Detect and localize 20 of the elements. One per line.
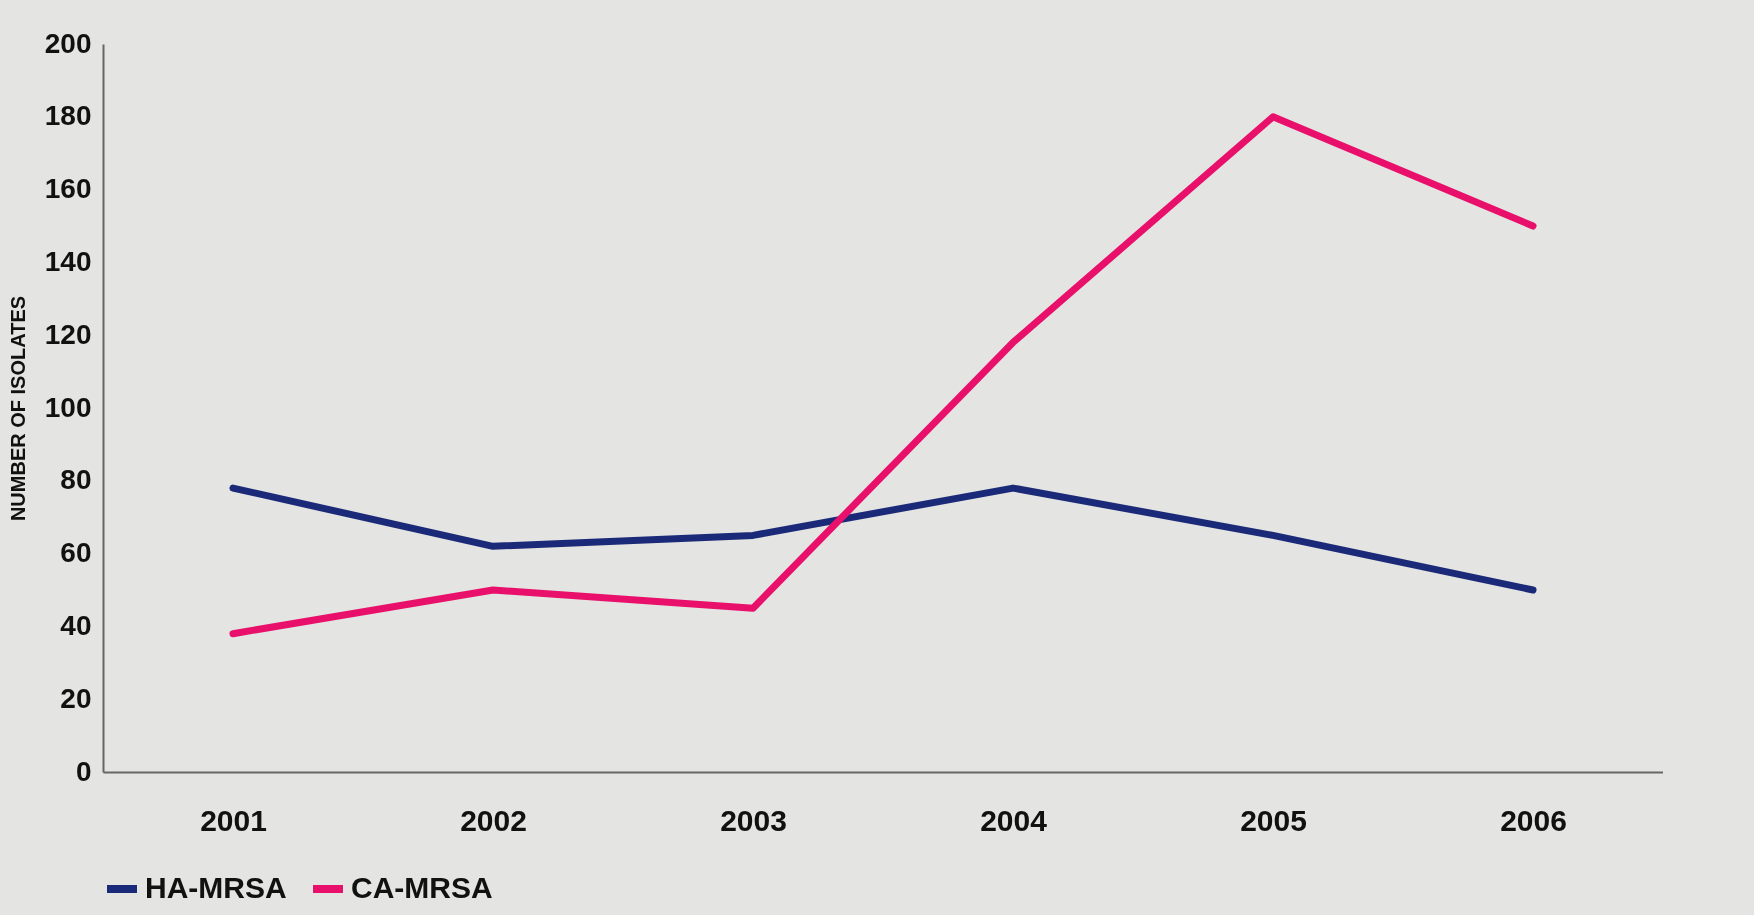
- y-tick-label: 160: [44, 173, 92, 205]
- y-tick-label: 40: [60, 609, 92, 641]
- y-axis-title: NUMBER OF ISOLATES: [6, 295, 29, 522]
- y-tick-label: 140: [44, 245, 92, 277]
- y-tick-label: 120: [44, 318, 92, 350]
- y-tick-label: 80: [60, 464, 92, 496]
- x-tick-label: 2005: [1240, 803, 1307, 837]
- y-tick-label: 200: [44, 27, 92, 59]
- x-tick-label: 2002: [460, 803, 527, 837]
- legend-label: HA-MRSA: [145, 871, 287, 904]
- y-tick-label: 20: [60, 682, 92, 714]
- x-tick-label: 2006: [1500, 803, 1567, 837]
- y-tick-label: 100: [44, 391, 92, 423]
- y-tick-label: 0: [75, 755, 92, 787]
- y-tick-label: 180: [44, 100, 92, 132]
- legend-label: CA-MRSA: [351, 871, 493, 904]
- y-tick-label: 60: [60, 537, 92, 569]
- x-tick-label: 2004: [980, 803, 1048, 837]
- x-tick-label: 2003: [720, 803, 787, 837]
- x-tick-label: 2001: [200, 803, 267, 837]
